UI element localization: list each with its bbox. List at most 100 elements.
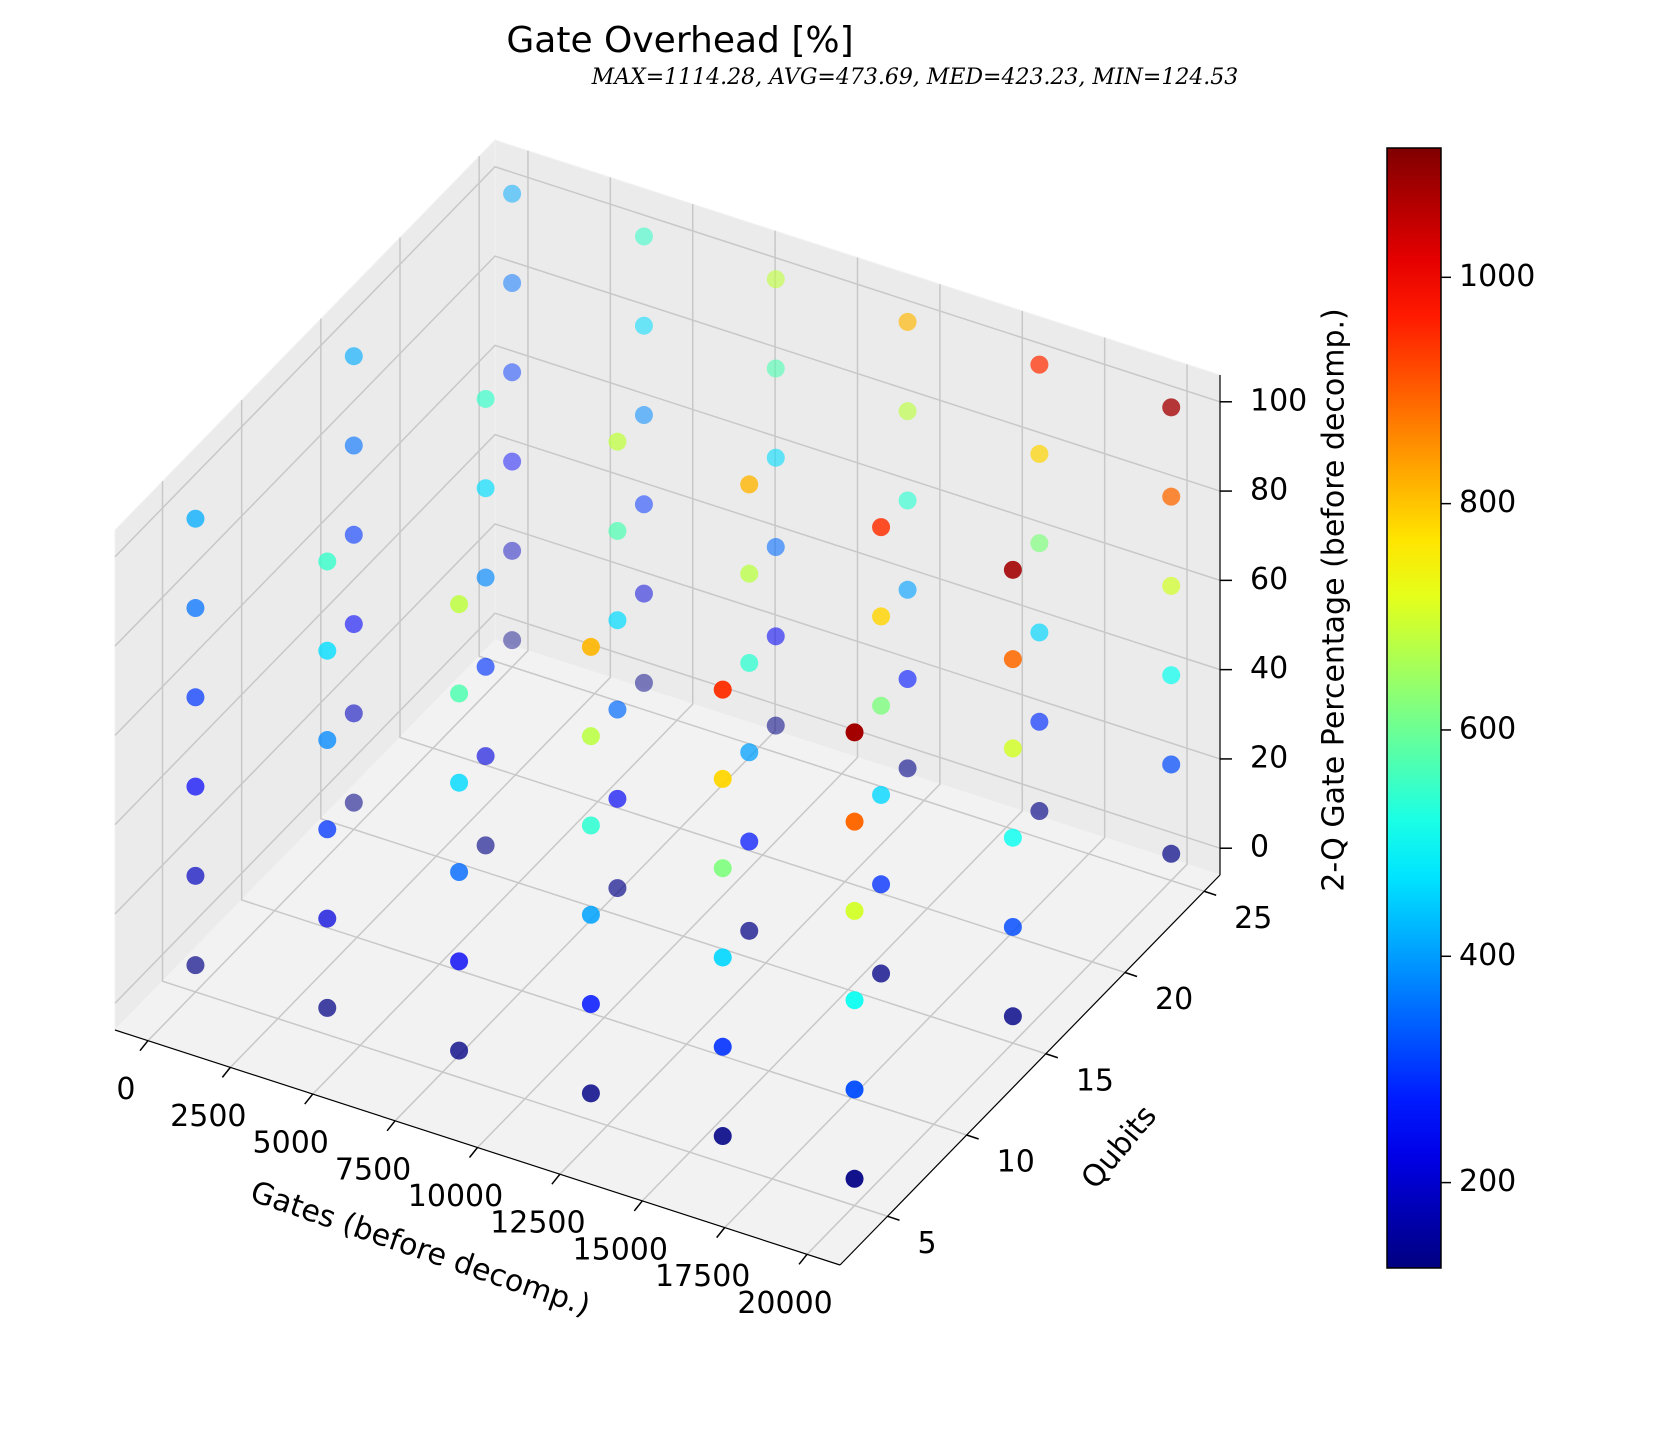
point (1162, 487, 1181, 506)
x-tick-label: 12500 (490, 1206, 585, 1241)
colorbar (1386, 147, 1442, 1269)
point (476, 479, 495, 498)
point (740, 921, 759, 940)
point (845, 901, 864, 920)
point (898, 491, 917, 510)
y-tick-label: 20 (1155, 982, 1193, 1017)
colorbar-tick-label: 1000 (1459, 259, 1535, 294)
tick-mark (716, 1227, 726, 1239)
colorbar-tick-label: 200 (1459, 1164, 1516, 1199)
tick-mark (798, 1253, 808, 1265)
point (450, 595, 469, 614)
point (344, 347, 363, 366)
point (476, 568, 495, 587)
x-tick-label: 0 (116, 1072, 135, 1107)
z-tick-label: 100 (1250, 383, 1307, 418)
point (1162, 755, 1181, 774)
point (1003, 560, 1022, 579)
point (318, 820, 337, 839)
point (766, 716, 785, 735)
point (740, 743, 759, 762)
point (344, 704, 363, 723)
grid-line (478, 156, 1205, 892)
point (186, 509, 205, 528)
point (1030, 355, 1049, 374)
point (344, 436, 363, 455)
point (713, 680, 732, 699)
y-axis-label: Qubits (1075, 1099, 1164, 1196)
point (634, 673, 653, 692)
point (845, 1169, 864, 1188)
point (740, 832, 759, 851)
grid-line (114, 612, 1221, 1004)
point (450, 863, 469, 882)
point (608, 611, 627, 630)
point (318, 641, 337, 660)
point (581, 727, 600, 746)
point (898, 670, 917, 689)
point (1003, 739, 1022, 758)
y-tick-label: 10 (997, 1145, 1035, 1180)
point (1003, 1007, 1022, 1026)
tick-mark (966, 1134, 979, 1140)
z-tick-label: 80 (1250, 473, 1288, 508)
z-tick-label: 20 (1250, 740, 1288, 775)
grid-line (114, 433, 1221, 826)
tick-mark (304, 1093, 314, 1105)
point (476, 836, 495, 855)
point (503, 363, 522, 382)
tick-mark (1203, 890, 1217, 896)
point (318, 731, 337, 750)
colorbar-tick-label: 400 (1459, 938, 1516, 973)
point (450, 773, 469, 792)
point (344, 525, 363, 544)
point (344, 615, 363, 634)
point (845, 723, 864, 742)
z-axis-label: 2-Q Gate Percentage (before decomp.) (1317, 308, 1352, 892)
point (898, 580, 917, 599)
y-tick-label: 25 (1234, 901, 1272, 936)
point (450, 684, 469, 703)
y-tick-label: 5 (918, 1226, 937, 1261)
point (872, 785, 891, 804)
tick-mark (551, 1173, 561, 1185)
x-tick-label: 5000 (253, 1126, 329, 1161)
point (634, 227, 653, 246)
point (1162, 398, 1181, 417)
x-tick-label: 2500 (170, 1099, 246, 1134)
point (1003, 917, 1022, 936)
tick-mark (221, 1066, 231, 1078)
point (503, 184, 522, 203)
colorbar-tick-label: 600 (1459, 711, 1516, 746)
point (1030, 534, 1049, 553)
tick-mark (1045, 1053, 1059, 1059)
point (713, 948, 732, 967)
point (581, 816, 600, 835)
tick-mark (633, 1200, 643, 1212)
point (845, 1080, 864, 1099)
grid-line (114, 165, 1221, 558)
point (766, 627, 785, 646)
point (713, 1127, 732, 1146)
x-tick-label: 15000 (573, 1232, 668, 1267)
x-tick-label: 17500 (655, 1259, 750, 1294)
x-tick-label: 10000 (408, 1179, 503, 1214)
point (872, 964, 891, 983)
point (186, 599, 205, 618)
point (634, 316, 653, 335)
grid-line (114, 255, 1221, 647)
point (476, 747, 495, 766)
point (186, 866, 205, 885)
point (581, 1084, 600, 1103)
point (634, 584, 653, 603)
point (186, 777, 205, 796)
point (450, 1041, 469, 1060)
x-tick-label: 20000 (737, 1286, 832, 1321)
point (476, 657, 495, 676)
grid-line (240, 400, 967, 1136)
point (845, 812, 864, 831)
point (450, 952, 469, 971)
point (1003, 828, 1022, 847)
point (1030, 444, 1049, 463)
